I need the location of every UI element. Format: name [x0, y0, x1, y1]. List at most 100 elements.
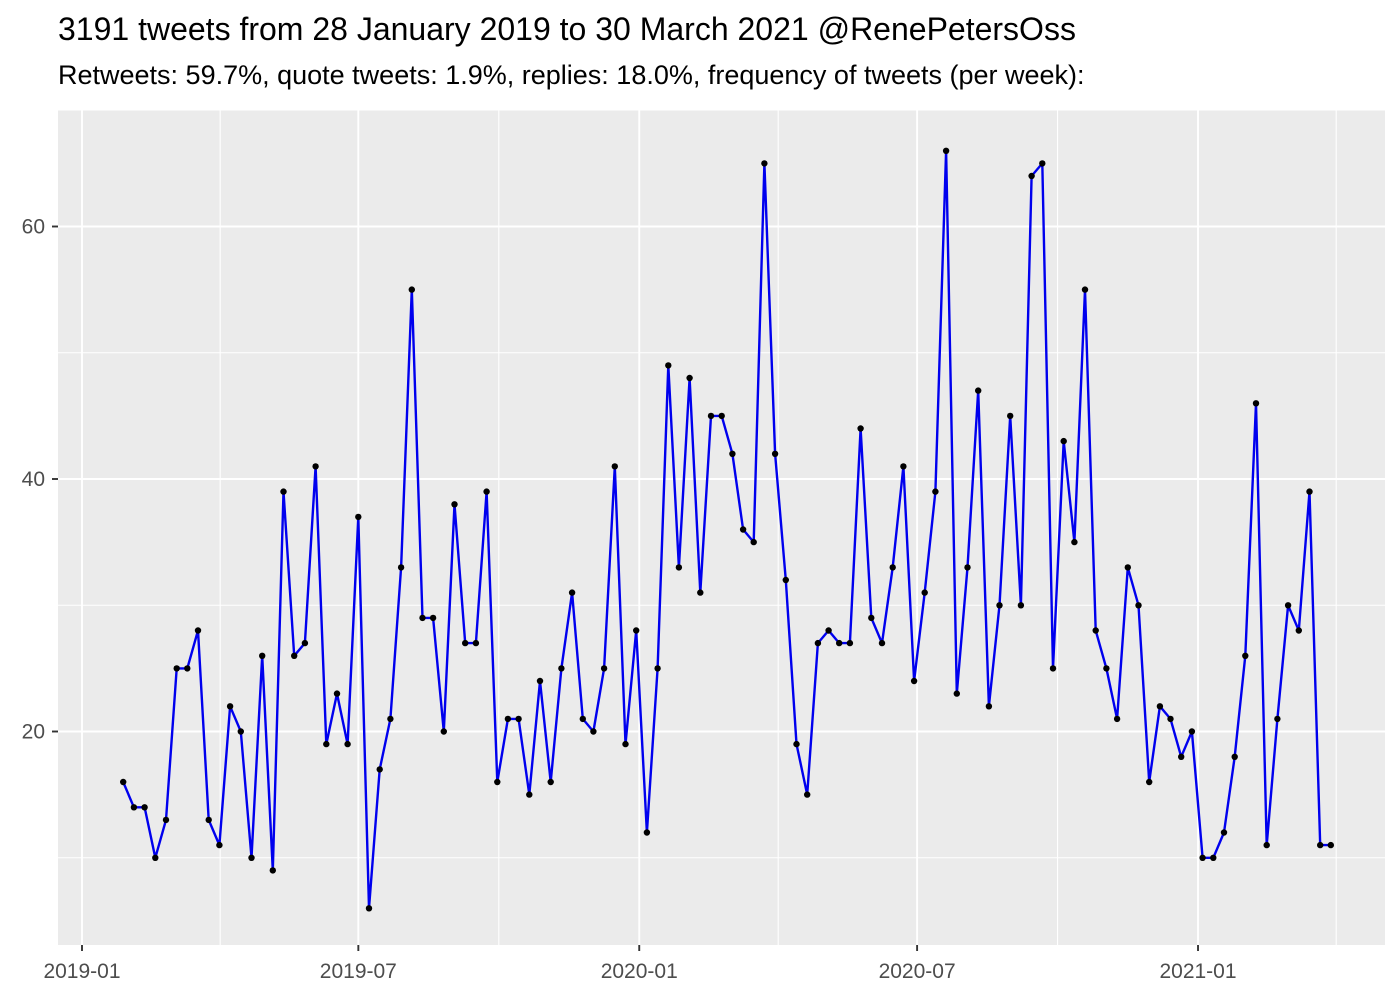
data-point: [376, 766, 383, 773]
data-point: [579, 715, 586, 723]
data-point: [344, 740, 351, 748]
data-point: [1124, 564, 1132, 571]
data-point: [1242, 652, 1249, 659]
data-point: [590, 728, 597, 735]
data-point: [600, 665, 608, 672]
x-tick-label: 2021-01: [1159, 960, 1236, 983]
data-point: [782, 576, 789, 584]
data-point: [1295, 627, 1303, 634]
data-point: [1252, 400, 1260, 407]
data-point: [804, 791, 811, 798]
data-point: [408, 286, 415, 293]
data-point: [130, 804, 138, 811]
data-point: [483, 488, 490, 495]
data-point: [996, 602, 1003, 609]
data-point: [622, 740, 629, 748]
data-point: [440, 728, 447, 735]
data-point: [836, 639, 843, 647]
data-point: [1146, 778, 1153, 786]
data-point: [868, 614, 875, 622]
data-point: [729, 450, 736, 457]
data-point: [323, 740, 330, 748]
data-point: [1263, 841, 1270, 849]
data-point: [184, 665, 191, 672]
data-point: [697, 589, 704, 596]
data-point: [675, 564, 683, 571]
data-point: [633, 627, 640, 634]
data-point: [536, 677, 544, 685]
data-point: [1178, 753, 1185, 760]
data-point: [1017, 602, 1025, 609]
data-point: [1081, 286, 1089, 293]
data-point: [1167, 715, 1174, 723]
data-point: [1071, 538, 1078, 546]
data-point: [365, 905, 373, 912]
x-tick-label: 2020-07: [879, 960, 956, 983]
data-point: [985, 703, 993, 710]
data-point: [964, 564, 971, 571]
data-point: [226, 703, 234, 710]
data-point: [141, 804, 148, 811]
data-point: [1113, 715, 1121, 723]
data-point: [707, 412, 715, 420]
data-point: [900, 463, 907, 470]
data-point: [857, 425, 864, 432]
data-point: [120, 778, 127, 786]
data-point: [771, 450, 779, 457]
data-point: [1274, 715, 1281, 723]
data-point: [761, 160, 768, 167]
data-point: [194, 627, 202, 634]
data-point: [611, 463, 618, 470]
data-point: [1092, 627, 1099, 634]
data-point: [1103, 665, 1110, 672]
data-point: [259, 652, 266, 659]
data-point: [280, 488, 287, 495]
data-point: [1210, 854, 1217, 861]
x-tick-label: 2020-01: [601, 960, 678, 983]
data-point: [312, 463, 319, 470]
data-point: [793, 740, 800, 748]
chart-subtitle: Retweets: 59.7%, quote tweets: 1.9%, rep…: [58, 60, 1085, 90]
data-point: [1306, 488, 1313, 495]
tweets-line: [121, 149, 1333, 910]
data-point: [1135, 602, 1142, 609]
data-point: [814, 639, 822, 647]
data-point: [504, 715, 512, 723]
data-point: [942, 147, 950, 154]
data-point: [1231, 753, 1238, 760]
data-point: [558, 665, 565, 672]
data-point: [1007, 412, 1014, 420]
x-tick-label: 2019-07: [320, 960, 397, 983]
data-point: [269, 867, 276, 874]
data-point: [462, 639, 469, 647]
data-point: [173, 665, 180, 672]
data-point: [526, 791, 533, 798]
data-point: [825, 627, 832, 634]
data-point: [205, 816, 212, 824]
data-point: [237, 728, 244, 735]
data-point: [846, 639, 854, 647]
data-point: [1049, 665, 1057, 672]
data-point: [975, 387, 982, 394]
data-point: [1220, 829, 1228, 836]
data-point: [568, 589, 576, 596]
data-point: [397, 564, 405, 571]
data-point: [1156, 703, 1164, 710]
data-point: [419, 614, 426, 622]
data-point: [216, 841, 223, 849]
data-point: [451, 501, 458, 508]
data-point: [1060, 437, 1067, 445]
data-point: [472, 639, 480, 647]
data-point: [718, 412, 725, 420]
data-point: [152, 854, 159, 861]
x-tick-label: 2019-01: [43, 960, 120, 983]
data-point: [1327, 841, 1335, 849]
data-point: [494, 778, 501, 786]
data-point: [301, 639, 309, 647]
data-point: [1039, 160, 1046, 167]
data-point: [921, 589, 928, 596]
data-point: [739, 526, 747, 533]
data-point: [1028, 172, 1035, 180]
